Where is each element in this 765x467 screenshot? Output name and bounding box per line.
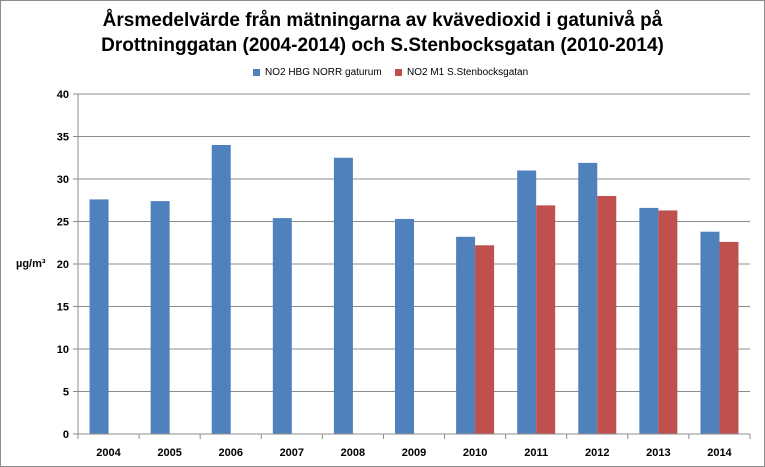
x-tick-label: 2010 [463,447,487,459]
x-tick-label: 2005 [157,447,181,459]
x-tick-label: 2006 [218,447,242,459]
legend-item-series-1: NO2 HBG NORR gaturum [253,67,382,78]
x-tick-label: 2014 [707,447,732,459]
legend-label-series-1: NO2 HBG NORR gaturum [265,67,382,78]
y-tick-label: 35 [57,132,69,144]
legend-swatch-series-2 [395,69,402,76]
bar-series-1-2006 [211,145,231,434]
bar-series-1-2008 [333,157,353,434]
chart-title-line-1: Årsmedelvärde från mätningarna av kväved… [102,10,663,31]
bar-series-1-2011 [517,170,537,434]
bar-series-1-2013 [639,207,659,434]
x-tick-label: 2013 [646,447,670,459]
y-tick-label: 30 [57,174,69,186]
y-tick-label: 10 [57,344,69,356]
y-tick-label: 20 [57,259,69,271]
legend-item-series-2: NO2 M1 S.Stenbocksgatan [395,67,528,78]
x-tick-label: 2009 [402,447,426,459]
bar-series-1-2009 [395,218,414,434]
x-tick-label: 2011 [524,447,548,459]
bar-series-1-2010 [456,236,476,434]
bar-series-1-2005 [150,201,170,434]
chart-title-line-2: Drottninggatan (2004-2014) och S.Stenboc… [101,35,664,56]
y-axis-label: µg/m³ [16,258,46,270]
bar-series-1-2004 [89,199,109,434]
x-tick-label: 2007 [280,447,304,459]
bar-series-2-2011 [536,205,556,434]
y-tick-label: 0 [63,429,69,441]
legend-label-series-2: NO2 M1 S.Stenbocksgatan [407,67,529,78]
bar-series-1-2014 [700,231,720,434]
bar-series-1-2012 [578,162,598,434]
x-tick-label: 2012 [585,447,609,459]
x-tick-label: 2008 [341,447,365,459]
bar-series-2-2013 [658,210,678,434]
x-tick-label: 2004 [96,447,121,459]
bar-series-1-2007 [272,218,292,434]
bar-series-2-2012 [597,196,617,434]
y-tick-label: 5 [63,387,69,399]
y-tick-label: 25 [57,217,69,229]
bar-series-2-2010 [475,245,495,434]
y-tick-label: 40 [57,89,69,101]
y-tick-label: 15 [57,302,69,314]
legend-swatch-series-1 [253,69,260,76]
bar-series-2-2014 [719,241,739,434]
chart-title: Årsmedelvärde från mätningarna av kväved… [0,8,765,58]
